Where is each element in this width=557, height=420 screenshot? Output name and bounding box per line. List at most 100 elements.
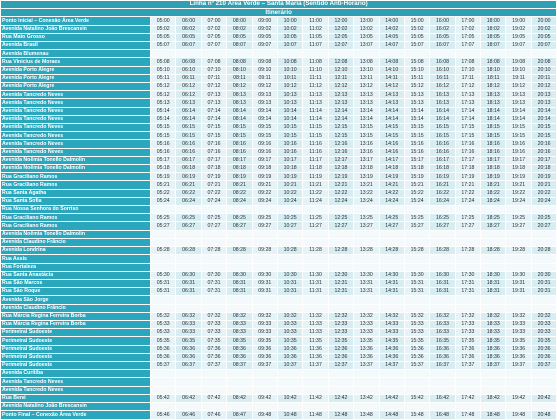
departure-time: 10:07 <box>276 41 304 51</box>
departure-time: 19:33 <box>505 328 532 338</box>
departure-time: 13:14 <box>353 106 380 116</box>
departure-time: 18:10 <box>480 65 507 75</box>
departure-time: 08:30 <box>226 270 253 280</box>
departure-time: 08:36 <box>226 352 253 362</box>
empty-cell <box>276 295 304 305</box>
departure-time: 19:31 <box>505 287 532 297</box>
departure-time: 15:48 <box>403 410 431 420</box>
stop-name: Avenida Curitiba <box>0 369 151 379</box>
empty-cell <box>403 369 431 379</box>
table-row: Ponto inicial – Conexão Área Verde 05:00 0… <box>0 16 557 26</box>
departure-time: 16:42 <box>429 393 456 403</box>
empty-cell <box>175 401 202 412</box>
departure-time: 19:31 <box>505 278 532 289</box>
empty-cell <box>276 254 304 264</box>
departure-time: 16:14 <box>429 114 456 125</box>
empty-cell <box>200 254 228 264</box>
stop-name: Rua Santa Agatha <box>0 188 151 198</box>
departure-time: 14:15 <box>378 123 405 133</box>
departure-time: 15:13 <box>403 98 431 108</box>
departure-time: 17:33 <box>454 319 482 330</box>
empty-cell <box>276 385 304 395</box>
empty-cell <box>403 262 431 272</box>
departure-time: 10:10 <box>276 65 304 75</box>
stop-name: Avenida Porto Alegre <box>0 82 151 92</box>
table-row: Rua Mato Grosso 05:05 06:05 07:05 08:05 09:05… <box>0 32 557 43</box>
departure-time: 07:30 <box>200 270 228 280</box>
empty-cell <box>480 401 507 412</box>
departure-time: 12:31 <box>327 287 355 297</box>
departure-time: 20:16 <box>530 139 557 149</box>
departure-time: 12:16 <box>327 139 355 149</box>
departure-time: 20:21 <box>530 180 557 190</box>
departure-time: 05:16 <box>149 147 177 157</box>
stop-name: Rua Vinicius de Moraes <box>0 57 151 67</box>
departure-time: 06:42 <box>175 393 202 403</box>
departure-time: 09:22 <box>251 188 278 198</box>
table-row: Avenida Tancredo Neves 05:16 06:16 07:16 08:… <box>0 139 557 149</box>
departure-time: 17:37 <box>454 360 482 371</box>
departure-time: 08:00 <box>226 16 253 26</box>
departure-time: 18:42 <box>480 393 507 403</box>
empty-cell <box>353 295 380 305</box>
departure-time: 15:16 <box>403 139 431 149</box>
departure-time: 05:27 <box>149 221 177 231</box>
departure-time: 20:00 <box>530 16 557 26</box>
departure-time: 20:37 <box>530 360 557 371</box>
departure-time: 10:02 <box>276 24 304 34</box>
departure-time: 18:33 <box>480 319 507 330</box>
departure-time: 05:17 <box>149 155 177 166</box>
departure-time: 06:16 <box>175 139 202 149</box>
departure-time: 10:18 <box>276 164 304 174</box>
departure-time: 18:37 <box>480 360 507 371</box>
empty-cell <box>302 262 329 272</box>
departure-time: 17:15 <box>454 131 482 141</box>
departure-time: 06:35 <box>175 336 202 346</box>
departure-time: 05:13 <box>149 98 177 108</box>
departure-time: 09:02 <box>251 24 278 34</box>
empty-cell <box>200 401 228 412</box>
departure-time: 11:35 <box>302 336 329 346</box>
departure-time: 08:32 <box>226 311 253 321</box>
empty-cell <box>200 377 228 387</box>
stop-name: Rua Fortaleza <box>0 262 151 272</box>
departure-time: 06:27 <box>175 221 202 231</box>
departure-time: 13:36 <box>353 352 380 362</box>
empty-cell <box>251 377 278 387</box>
empty-cell <box>530 369 557 379</box>
departure-time: 08:35 <box>226 336 253 346</box>
departure-time: 09:21 <box>251 180 278 190</box>
departure-time: 19:35 <box>505 336 532 346</box>
departure-time: 15:11 <box>403 73 431 84</box>
departure-time: 15:24 <box>403 196 431 207</box>
departure-time: 13:33 <box>353 328 380 338</box>
departure-time: 10:16 <box>276 139 304 149</box>
stop-name: Rua Márcia Regina Ferreira Borba <box>0 311 151 321</box>
empty-cell <box>454 303 482 313</box>
empty-cell <box>175 205 202 215</box>
empty-cell <box>302 401 329 412</box>
departure-time: 11:36 <box>302 344 329 354</box>
departure-time: 13:16 <box>353 139 380 149</box>
empty-cell <box>226 262 253 272</box>
departure-time: 18:35 <box>480 336 507 346</box>
departure-time: 17:30 <box>454 270 482 280</box>
departure-time: 07:31 <box>200 287 228 297</box>
departure-time: 08:11 <box>226 73 253 84</box>
empty-cell <box>302 385 329 395</box>
empty-cell <box>175 49 202 59</box>
departure-time: 13:32 <box>353 311 380 321</box>
departure-time: 07:46 <box>200 410 228 420</box>
empty-cell <box>327 49 355 59</box>
empty-cell <box>251 254 278 264</box>
departure-time: 09:36 <box>251 344 278 354</box>
departure-time: 10:36 <box>276 344 304 354</box>
table-row: Rua Vinicius de Moraes 05:08 06:08 07:08 08:… <box>0 57 557 67</box>
empty-cell <box>480 49 507 59</box>
empty-cell <box>226 229 253 239</box>
stop-name: Avenida Porto Alegre <box>0 65 151 75</box>
table-row: Avenida São Jorge <box>0 295 557 305</box>
departure-time: 12:08 <box>327 57 355 67</box>
departure-time: 07:24 <box>200 196 228 207</box>
empty-cell <box>454 262 482 272</box>
